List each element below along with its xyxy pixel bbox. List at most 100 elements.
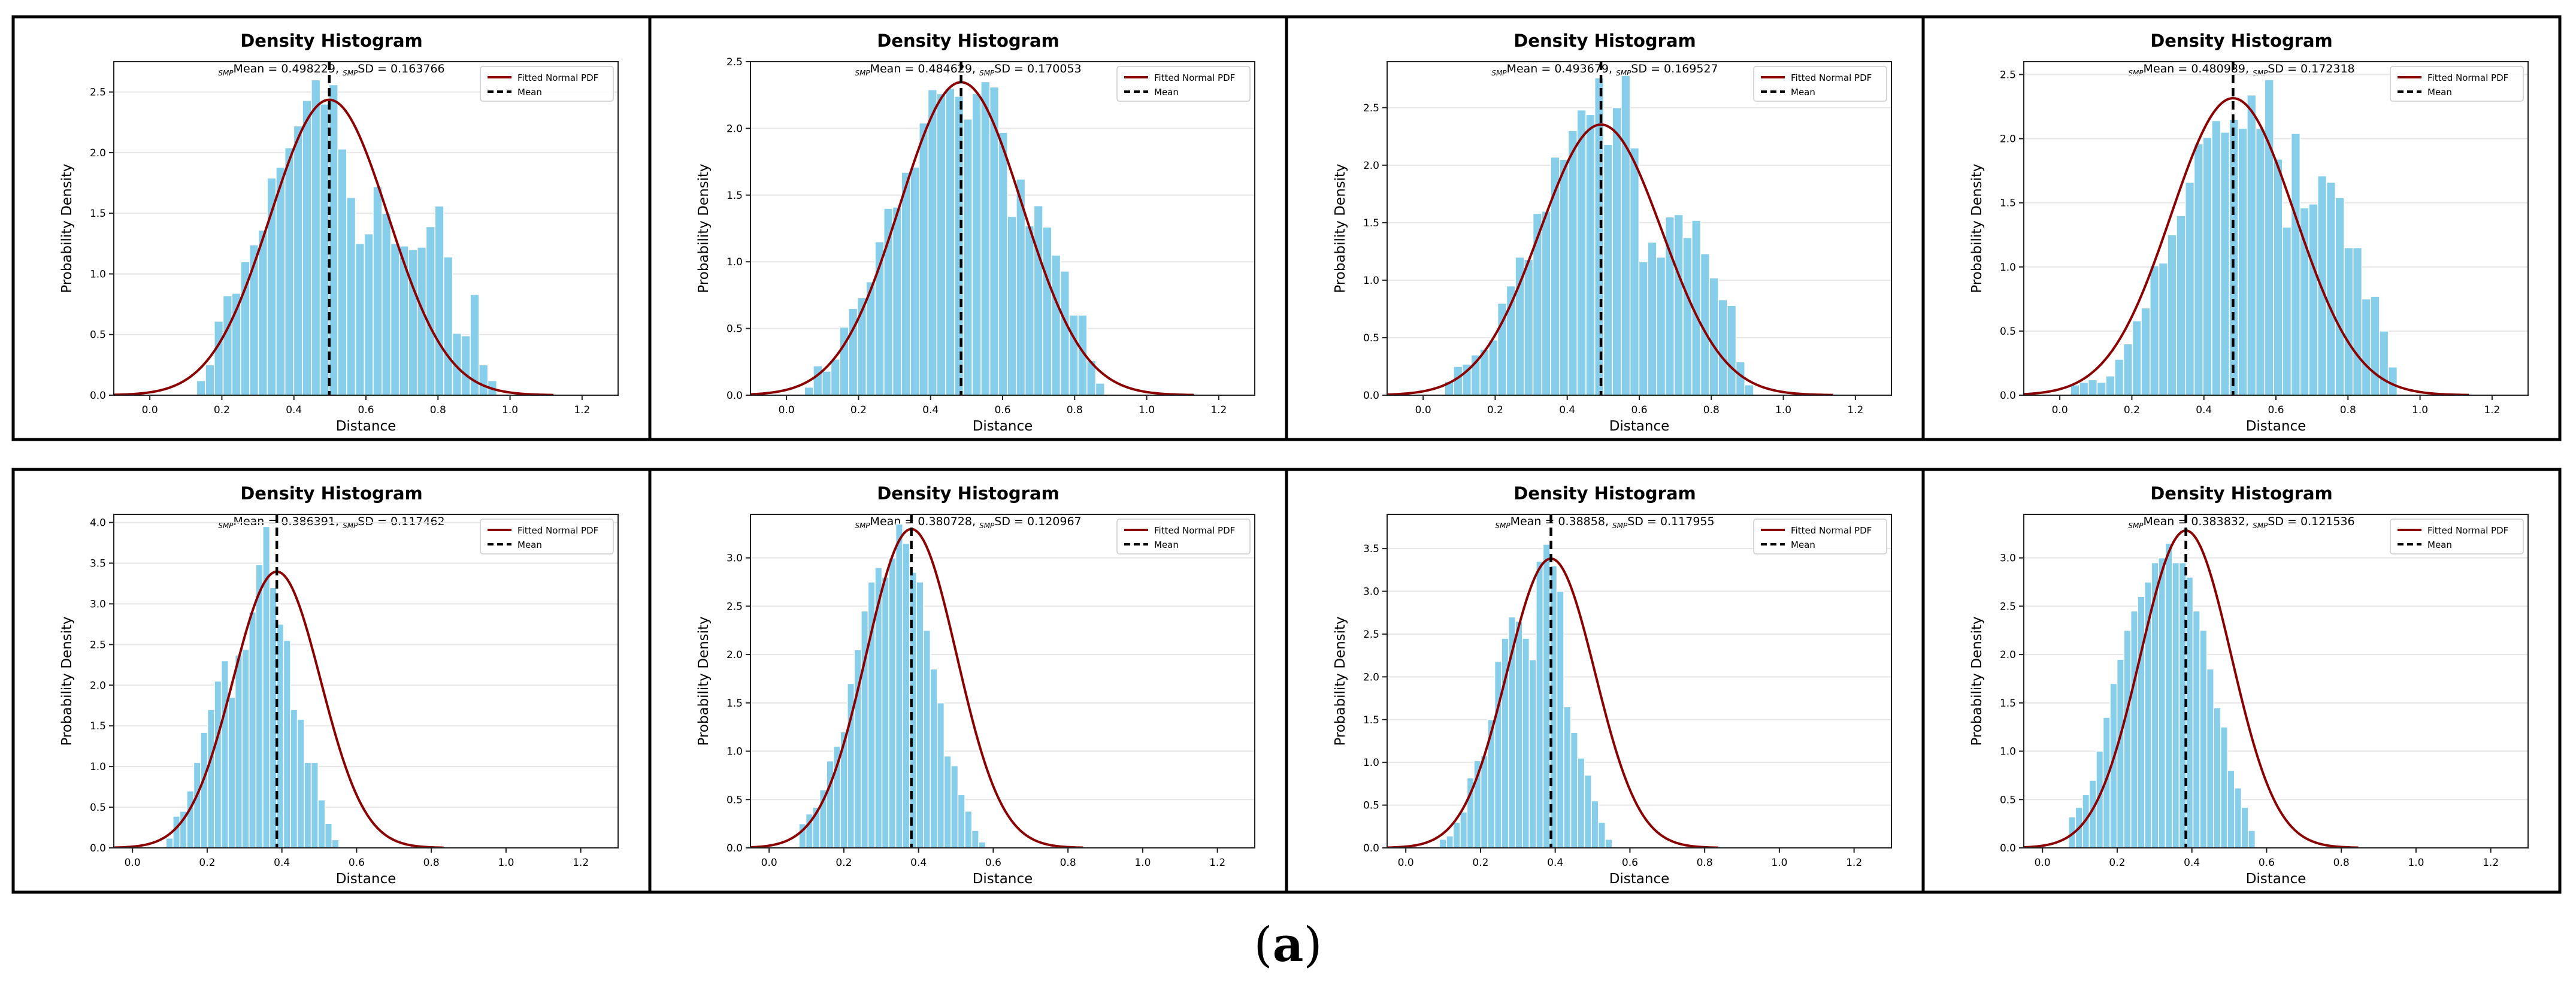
histogram-bar [1647, 241, 1657, 395]
histogram-bar [957, 794, 965, 848]
legend-label-mean: Mean [517, 87, 542, 98]
histogram-bar [1077, 314, 1088, 395]
axes-frame [113, 514, 619, 848]
histogram-bar [1060, 271, 1070, 395]
histogram-bar [346, 197, 356, 395]
x-tick-label: 0.6 [985, 857, 1001, 869]
histogram-bar [2132, 320, 2142, 395]
axes-frame [2023, 514, 2529, 848]
histogram-bar [276, 623, 284, 848]
chart-title: Density Histogram [240, 483, 423, 504]
histogram-bar [1460, 811, 1468, 848]
legend-box [1116, 519, 1251, 554]
axes-frame [1387, 514, 1892, 848]
histogram-bar [1570, 732, 1578, 848]
x-tick-label: 1.2 [574, 404, 590, 416]
histogram-bar [249, 611, 257, 848]
legend-label-mean: Mean [1791, 540, 1815, 550]
chart-title: Density Histogram [877, 31, 1060, 51]
y-tick-label: 3.5 [90, 558, 106, 570]
histogram-bar [998, 132, 1008, 395]
y-tick-label: 0.0 [90, 842, 106, 854]
y-tick-label: 2.0 [727, 123, 743, 135]
histogram-bar [317, 799, 326, 848]
histogram-bar [2087, 379, 2098, 395]
legend-label-mean: Mean [1791, 87, 1815, 98]
x-tick-label: 0.6 [2268, 404, 2284, 416]
histogram-bar [2361, 298, 2371, 395]
subtitle-sd: SD = 0.163766 [358, 62, 444, 75]
histogram-bar [319, 104, 330, 395]
legend-label-mean: Mean [1154, 540, 1179, 550]
histogram-bar [2370, 296, 2380, 395]
subtitle-prefix-mean: SMP [1491, 69, 1507, 77]
histogram-bar [821, 371, 832, 395]
histogram-bar [2158, 262, 2169, 395]
figure-label: a [1272, 916, 1304, 972]
histogram-bar [2130, 610, 2138, 848]
y-tick-label: 0.5 [2000, 326, 2016, 338]
histogram-bar [892, 207, 903, 395]
x-tick-label: 1.2 [573, 857, 589, 869]
histogram-bar [434, 205, 444, 395]
histogram-bar [1605, 838, 1613, 848]
histogram-bar [2206, 668, 2214, 848]
histogram-bar [2247, 94, 2257, 395]
legend-label-pdf: Fitted Normal PDF [1791, 72, 1872, 83]
histogram-bar [2220, 132, 2230, 395]
histogram-bar [461, 335, 471, 395]
x-axis-label: Distance [336, 871, 396, 887]
histogram-bar [205, 364, 215, 395]
x-tick-label: 0.0 [1398, 857, 1414, 869]
x-tick-label: 0.2 [1487, 404, 1503, 416]
y-tick-label: 0.5 [727, 794, 743, 806]
legend-box [1116, 66, 1251, 102]
x-tick-label: 0.6 [358, 404, 374, 416]
subtitle-sd: SD = 0.117462 [358, 515, 444, 528]
histogram-bar [337, 148, 347, 395]
histogram-bar [1744, 384, 1754, 395]
histogram-bar [193, 762, 201, 848]
y-tick-label: 1.0 [727, 256, 743, 268]
legend: Fitted Normal PDF Mean [480, 66, 614, 102]
legend-label-mean: Mean [1154, 87, 1179, 98]
x-tick-label: 0.2 [2124, 404, 2140, 416]
histogram-bar [2137, 596, 2145, 848]
subtitle-mean: Mean = 0.38858 [1511, 515, 1605, 528]
histogram-bar [479, 364, 489, 395]
histogram-bar [1682, 237, 1693, 395]
subtitle-mean: Mean = 0.484629 [870, 62, 972, 75]
histogram-bar [2379, 331, 2389, 395]
histogram-bar [2070, 384, 2080, 395]
legend-label-pdf: Fitted Normal PDF [1791, 525, 1872, 536]
y-tick-label: 2.0 [90, 680, 106, 692]
y-axis-label: Probability Density [1333, 163, 1348, 293]
histogram-bar [1629, 147, 1640, 395]
histogram-bar [1563, 706, 1572, 848]
y-tick-label: 0.0 [1363, 390, 1379, 402]
y-tick-label: 1.5 [727, 698, 743, 710]
y-tick-label: 0.5 [2000, 794, 2016, 806]
y-tick-label: 2.5 [90, 639, 106, 651]
y-tick-label: 2.5 [727, 601, 743, 613]
x-tick-label: 0.0 [2035, 857, 2051, 869]
histogram-bar [241, 648, 250, 848]
histogram-bar [813, 365, 823, 395]
axes-frame [750, 514, 1255, 848]
histogram-bar [2220, 726, 2228, 848]
subtitle-prefix-sd: SMP [1612, 522, 1628, 530]
y-tick-label: 0.0 [727, 842, 743, 854]
x-tick-label: 1.0 [1139, 404, 1155, 416]
histogram-bar [2123, 629, 2132, 848]
histogram-bar [258, 229, 268, 395]
x-tick-label: 0.4 [2184, 857, 2200, 869]
histogram-bar [1528, 659, 1537, 848]
x-tick-label: 0.2 [199, 857, 215, 869]
histogram-bar [1488, 340, 1499, 395]
y-tick-label: 0.0 [727, 390, 743, 402]
histogram-bar [943, 755, 952, 848]
x-tick-label: 0.8 [1697, 857, 1713, 869]
histogram-bar [980, 81, 991, 395]
y-tick-label: 2.0 [90, 147, 106, 159]
chart-subtitle: SMPMean = 0.383832, SMPSD = 0.121536 [2128, 515, 2354, 530]
